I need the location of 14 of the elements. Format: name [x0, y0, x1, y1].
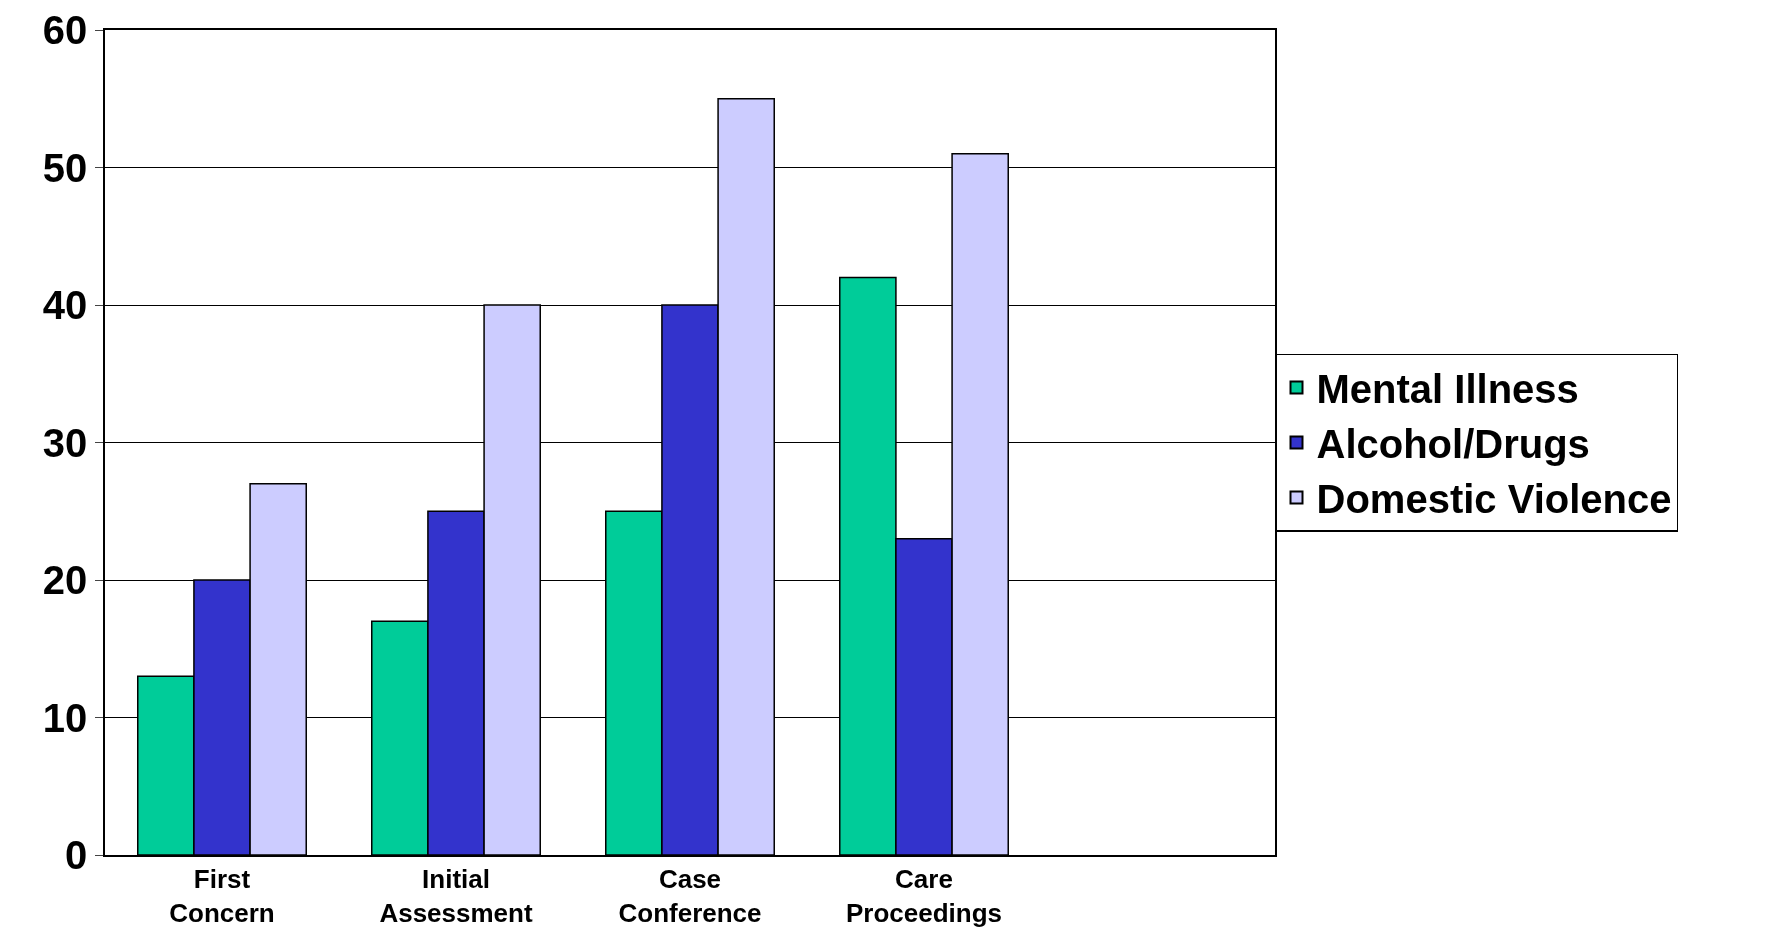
- y-tick-label: 30: [42, 420, 88, 465]
- y-tick-label: 40: [42, 283, 88, 327]
- x-tick-label: Case Conference: [618, 863, 762, 928]
- y-tick-label: 10: [42, 695, 88, 740]
- y-tick-label: 50: [42, 145, 88, 190]
- legend-label: Alcohol/Drugs: [1316, 422, 1590, 467]
- y-tick-label: 60: [42, 8, 88, 52]
- x-tick-label: Initial Assessment: [379, 863, 533, 928]
- legend-label: Domestic Violence: [1316, 477, 1672, 522]
- x-tick-label: First Concern: [169, 863, 275, 928]
- y-tick-label: 20: [42, 558, 88, 602]
- x-tick-label: Care Proceedings: [845, 863, 1003, 928]
- y-tick-label: 0: [65, 833, 88, 877]
- legend-label: Mental Illness: [1316, 367, 1579, 412]
